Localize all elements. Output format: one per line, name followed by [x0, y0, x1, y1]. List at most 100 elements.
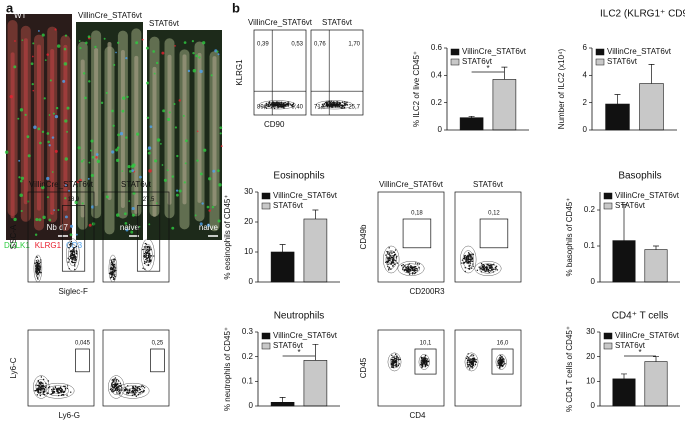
event-dot [38, 386, 40, 388]
event-dot [480, 268, 482, 270]
stain-dot [103, 37, 106, 40]
gate [75, 348, 90, 373]
contour [483, 265, 493, 272]
y-tick-label: 20 [586, 352, 595, 361]
gate-value: 27,5 [143, 197, 155, 203]
stain-dot [199, 222, 203, 226]
event-dot [115, 385, 117, 387]
event-dot [387, 253, 390, 255]
stain-dot [218, 183, 222, 187]
contour [35, 379, 47, 395]
event-dot [416, 268, 419, 270]
stain-dot [185, 139, 188, 143]
gate [479, 218, 509, 249]
bar [644, 361, 668, 407]
event-dot [470, 254, 472, 257]
event-dot [280, 106, 283, 108]
stain-dot [19, 108, 24, 112]
y-axis-label: CD49b [359, 224, 368, 249]
contour [385, 250, 397, 269]
stain-dot [14, 40, 16, 42]
event-dot [274, 103, 277, 105]
event-dot [145, 248, 147, 250]
event-dot [112, 264, 114, 267]
event-dot [134, 388, 136, 390]
legend-swatch [595, 48, 605, 56]
contour [460, 245, 477, 274]
event-dot [67, 261, 69, 263]
stain-dot [183, 41, 187, 44]
stain-dot [148, 223, 151, 226]
contour [258, 100, 296, 110]
legend-swatch [603, 332, 613, 340]
event-dot [118, 390, 120, 393]
event-dot [131, 390, 133, 393]
event-dot [51, 392, 54, 395]
event-dot [147, 257, 150, 259]
stain-dot [13, 65, 17, 69]
event-dot [487, 263, 489, 266]
x-axis-label: Siglec-F [59, 287, 88, 296]
stain-dot [39, 141, 42, 145]
event-dot [40, 384, 42, 386]
stain-dot [130, 230, 134, 234]
gate [61, 205, 86, 272]
event-dot [113, 277, 115, 280]
plot-title: VillinCre_STAT6vt [29, 180, 94, 189]
axes [599, 332, 680, 407]
panel-header: ILC2 (KLRG1⁺ CD90⁺) [600, 9, 685, 20]
stain-dot [176, 154, 179, 158]
stain-dot [146, 81, 149, 84]
contour [121, 385, 144, 397]
y-tick-label: 0.2 [242, 352, 254, 361]
event-dot [500, 359, 503, 362]
event-dot [425, 357, 427, 360]
stain-dot [66, 130, 69, 133]
legend-swatch [261, 342, 271, 350]
bar [612, 240, 636, 283]
stain-dot [155, 61, 159, 65]
contour [474, 261, 502, 276]
stain-dot [219, 132, 222, 135]
event-dot [37, 388, 39, 391]
stain-dot [171, 226, 175, 230]
event-dot [72, 258, 75, 260]
stain-dot [32, 89, 35, 92]
stain-dot [95, 153, 99, 156]
stain-dot [117, 41, 120, 44]
y-tick-label: 30 [244, 187, 253, 196]
y-tick-label: 6 [583, 43, 588, 52]
chart-title: Neutrophils [274, 311, 325, 322]
event-dot [112, 388, 114, 390]
stain-dot [174, 44, 176, 47]
contour [388, 254, 395, 265]
event-dot [150, 248, 152, 251]
gate [414, 348, 437, 375]
event-dot [468, 265, 471, 267]
stain-dot [37, 30, 40, 32]
event-dot [109, 272, 111, 275]
event-dot [468, 255, 470, 257]
event-dot [71, 261, 73, 263]
legend-swatch [603, 192, 613, 200]
stain-dot [91, 205, 95, 209]
event-dot [394, 263, 396, 265]
stain-dot [13, 217, 17, 222]
plot-frame [454, 191, 522, 283]
event-dot [466, 356, 469, 358]
contour [141, 238, 155, 272]
event-dot [37, 264, 39, 266]
stain-dot [20, 209, 23, 213]
flow-plot: STAT6vt 0,76 1,70 71,9 25,7 [310, 18, 364, 116]
gate-value: 16,0 [497, 341, 509, 347]
flow-plot: 10,1 [377, 329, 445, 407]
event-dot [40, 271, 42, 274]
bar [270, 401, 295, 407]
bar-chart: Basophils % basophils of CD45⁺ 0 0.1 0.2 Vill… [565, 171, 680, 286]
event-dot [472, 354, 475, 356]
stain-dot [128, 200, 131, 202]
event-dot [391, 354, 393, 357]
event-dot [468, 261, 470, 264]
stain-dot [26, 135, 30, 139]
stain-dot [203, 148, 207, 152]
